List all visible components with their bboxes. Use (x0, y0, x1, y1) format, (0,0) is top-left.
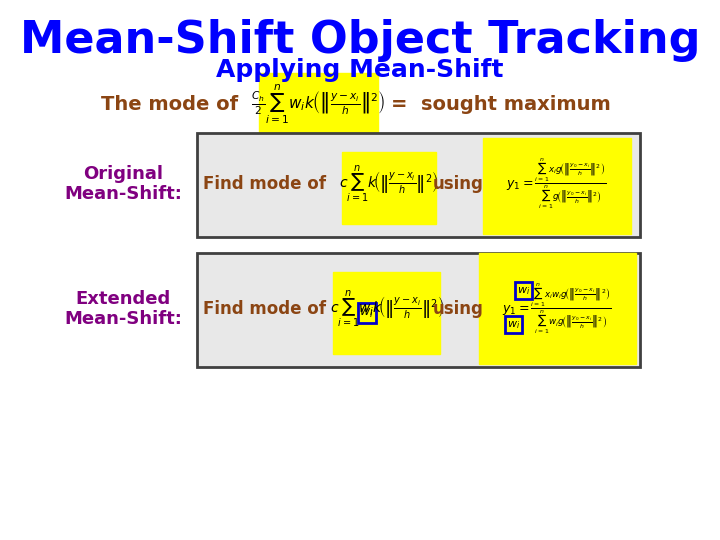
Text: $w_i$: $w_i$ (359, 306, 374, 320)
Text: $w_i$: $w_i$ (507, 319, 520, 331)
Text: $\frac{C_h}{2}\sum_{i=1}^{n} w_i k\left(\left\|\frac{y - x_i}{h}\right\|^2\right: $\frac{C_h}{2}\sum_{i=1}^{n} w_i k\left(… (251, 82, 386, 126)
Text: Original
Mean-Shift:: Original Mean-Shift: (65, 165, 182, 204)
Text: Extended
Mean-Shift:: Extended Mean-Shift: (65, 289, 182, 328)
FancyBboxPatch shape (342, 152, 436, 224)
FancyBboxPatch shape (479, 253, 636, 364)
FancyBboxPatch shape (197, 133, 639, 237)
Text: using: using (433, 300, 483, 318)
FancyBboxPatch shape (516, 282, 532, 299)
Text: using: using (433, 175, 483, 193)
FancyBboxPatch shape (333, 272, 441, 354)
Text: $c\sum_{i=1}^{n} k\!\left(\left\|\frac{y - x_i}{h}\right\|^2\right)$: $c\sum_{i=1}^{n} k\!\left(\left\|\frac{y… (339, 163, 439, 205)
Text: $y_1 = \frac{\sum_{i=1}^{n} x_i w_i g\!\left(\left\|\frac{y_0-x_i}{h}\right\|^2\: $y_1 = \frac{\sum_{i=1}^{n} x_i w_i g\!\… (502, 281, 611, 336)
FancyBboxPatch shape (258, 73, 378, 137)
Text: $c\sum_{i=1}^{n} w_i k\!\left(\left\|\frac{y - x_i}{h}\right\|^2\right)$: $c\sum_{i=1}^{n} w_i k\!\left(\left\|\fr… (330, 288, 444, 329)
Text: $w_i$: $w_i$ (517, 285, 530, 297)
Text: Find mode of: Find mode of (203, 175, 326, 193)
FancyBboxPatch shape (197, 253, 639, 367)
FancyBboxPatch shape (358, 303, 376, 323)
Text: Applying Mean-Shift: Applying Mean-Shift (216, 58, 504, 82)
Text: Find mode of: Find mode of (203, 300, 326, 318)
FancyBboxPatch shape (483, 138, 631, 234)
Text: Mean-Shift Object Tracking: Mean-Shift Object Tracking (19, 18, 701, 62)
Text: The mode of: The mode of (101, 94, 238, 113)
FancyBboxPatch shape (505, 316, 522, 333)
Text: =  sought maximum: = sought maximum (391, 94, 611, 113)
Text: $y_1 = \frac{\sum_{i=1}^{n} x_i g\!\left(\left\|\frac{y_0-x_i}{h}\right\|^2\righ: $y_1 = \frac{\sum_{i=1}^{n} x_i g\!\left… (506, 157, 607, 212)
